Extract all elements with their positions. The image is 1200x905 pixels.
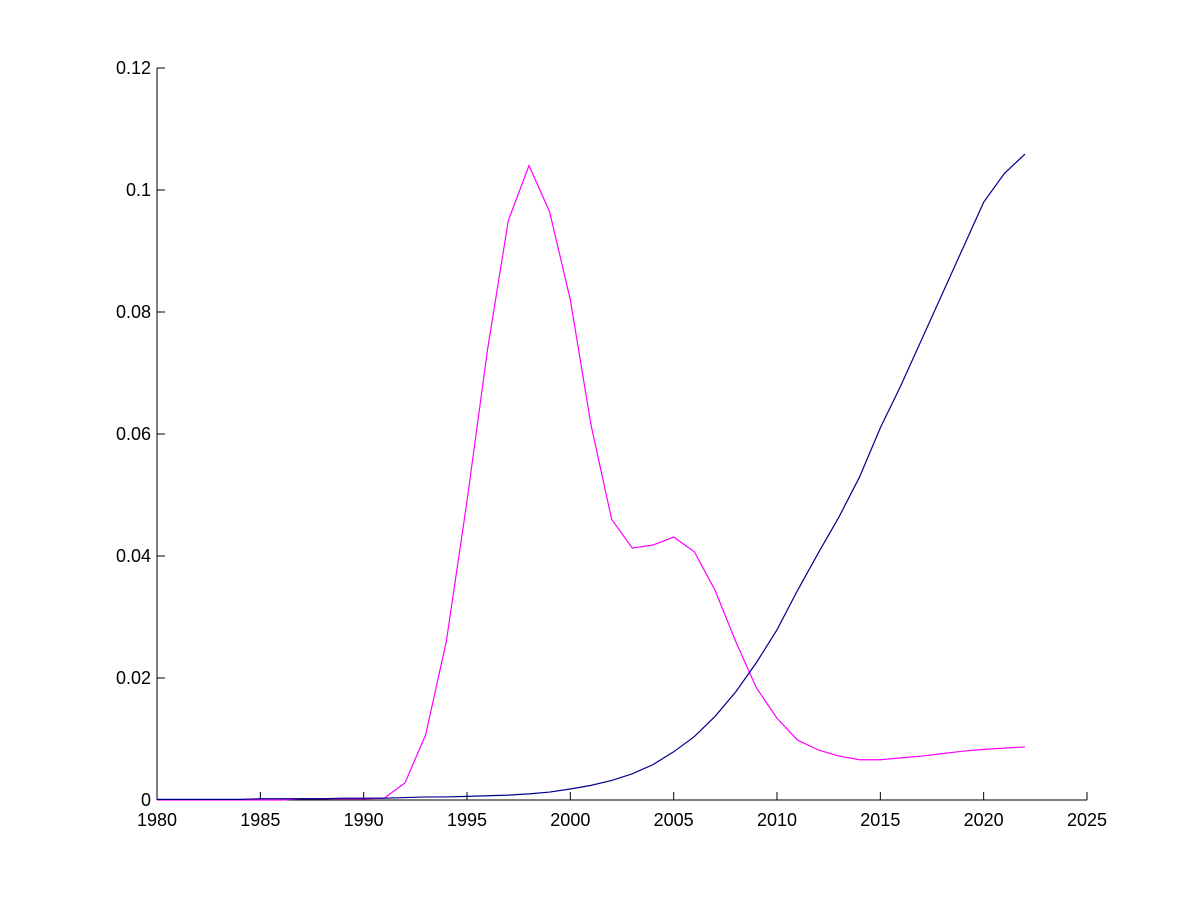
x-tick-label: 1985 (240, 810, 280, 830)
y-tick-label: 0.12 (116, 58, 151, 78)
x-tick-label: 2005 (654, 810, 694, 830)
y-tick-label: 0 (141, 790, 151, 810)
y-tick-label: 0.1 (126, 180, 151, 200)
y-tick-label: 0.08 (116, 302, 151, 322)
x-tick-label: 2000 (550, 810, 590, 830)
x-tick-label: 1990 (344, 810, 384, 830)
x-tick-label: 2020 (964, 810, 1004, 830)
line-series (157, 153, 1026, 800)
y-tick-label: 0.04 (116, 546, 151, 566)
y-tick-label: 0.02 (116, 668, 151, 688)
x-tick-label: 2015 (860, 810, 900, 830)
x-tick-label: 1995 (447, 810, 487, 830)
x-tick-label: 2010 (757, 810, 797, 830)
line-series (157, 164, 1026, 801)
x-tick-label: 1980 (137, 810, 177, 830)
y-tick-label: 0.06 (116, 424, 151, 444)
x-tick-label: 2025 (1067, 810, 1107, 830)
